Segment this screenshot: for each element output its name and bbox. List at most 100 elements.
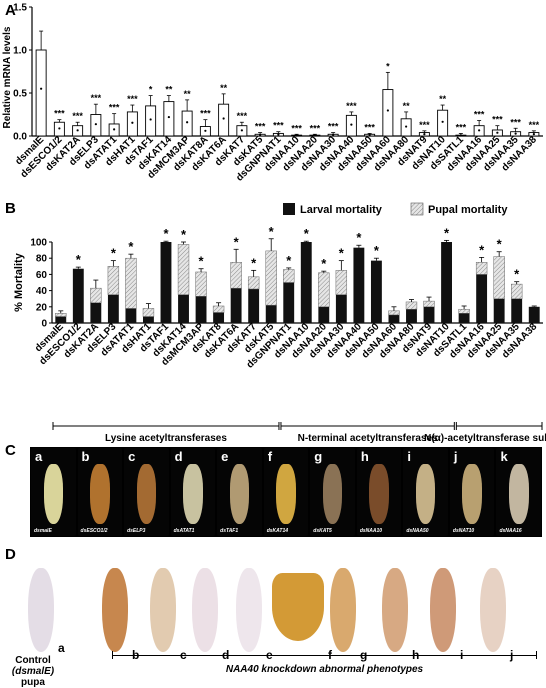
- legend-label-pupal: Pupal mortality: [428, 204, 508, 216]
- pupal-bar-dsnaa35: [511, 283, 523, 299]
- photo-letter: g: [314, 449, 323, 464]
- larval-bar-dsnaa40: [353, 247, 365, 323]
- bar-dstaf1: [145, 105, 157, 137]
- group-label-n-terminal-acetyltransferases: N-terminal acetyltransferases: [298, 433, 439, 444]
- larva-photo-f: f dsKAT14: [263, 448, 309, 536]
- data-dot-dsnaa60: [386, 109, 389, 112]
- pupa-photo-i: [430, 568, 456, 652]
- photo-letter: e: [221, 449, 229, 464]
- larval-bar-dsnat10: [441, 242, 452, 323]
- larval-bar-dsnaa60: [388, 314, 400, 323]
- significance-dsnaa16: ***: [474, 110, 485, 120]
- larval-bar-dselp3: [107, 294, 119, 323]
- significance-dsnaa38: ***: [529, 120, 540, 130]
- larva-photo-h: h dsNAA10: [356, 448, 402, 536]
- larval-bar-dskat8: [213, 312, 225, 323]
- y-tick-label: 40: [36, 286, 48, 297]
- pupal-bar-dsgnpnat1: [283, 269, 295, 283]
- data-dot-dskat8a: [204, 129, 207, 132]
- significance-dsnaa16: *: [479, 242, 485, 257]
- significance-dsnaa50: ***: [364, 122, 375, 132]
- pupa-photo-a: [28, 568, 54, 652]
- photo-caption: dsmalE: [34, 528, 52, 534]
- significance-dsnaa35: ***: [510, 117, 521, 127]
- data-dot-dskat14: [167, 115, 170, 119]
- data-dot-dsnaa16: [478, 129, 481, 132]
- larval-bar-dssatl1: [458, 313, 470, 323]
- photo-caption: dsKAT14: [266, 528, 289, 534]
- pupa-photo-b: [102, 568, 128, 652]
- significance-dsnaa10: *: [304, 226, 310, 241]
- data-dot-dsnaa35: [514, 132, 517, 135]
- larval-bar-dsesco1-2: [72, 268, 84, 323]
- significance-dsnaa30: ***: [328, 122, 339, 132]
- legend-swatch-larval: [283, 203, 295, 215]
- larva-photo-d: d dsATAT1: [170, 448, 216, 536]
- data-dot-dsmcm3ap: [186, 121, 189, 124]
- significance-dsgnpnat1: ***: [273, 121, 284, 131]
- control-caption-line-2: (dsmalE): [11, 666, 55, 677]
- photo-caption: dsKAT5: [313, 528, 332, 534]
- pupal-bar-dskat2a: [90, 287, 102, 303]
- pupa-photo-d: [192, 568, 218, 652]
- larval-bar-dskat7: [248, 288, 260, 323]
- pupal-bar-dsnaa16: [475, 262, 488, 275]
- photo-letter: d: [174, 449, 183, 464]
- data-dot-dsnat10: [441, 120, 444, 123]
- significance-dsnat9: ***: [419, 120, 430, 130]
- significance-dsnaa50: *: [374, 243, 380, 258]
- data-dot-dstaf1: [149, 118, 152, 121]
- significance-dskat6a: **: [220, 83, 228, 93]
- naa40-bracket-left-tick: [112, 651, 113, 659]
- significance-dsnaa40: ***: [346, 101, 357, 111]
- control-caption-line-1: Control: [15, 655, 51, 666]
- significance-dskat2a: ***: [72, 111, 83, 121]
- y-tick-label: 80: [36, 254, 48, 265]
- larval-bar-dsnaa80: [406, 309, 417, 323]
- significance-dsnaa20: ***: [310, 123, 321, 133]
- data-dot-dshat1: [131, 121, 134, 124]
- control-caption-line-3: pupa: [21, 677, 45, 688]
- significance-dskat7: *: [251, 255, 257, 270]
- data-dot-dsnaa25: [496, 131, 499, 134]
- larva-body: [415, 464, 436, 524]
- significance-dsesco1-2: *: [76, 252, 82, 267]
- data-dot-dselp3: [94, 123, 97, 126]
- photo-letter: c: [128, 449, 136, 464]
- pupal-bar-dsnat9: [423, 300, 435, 308]
- photo-caption: dsESCO1/2: [80, 528, 108, 534]
- significance-dskat8a: ***: [200, 109, 211, 119]
- pupal-bar-dshat1: [142, 308, 155, 317]
- larva-body: [369, 464, 389, 524]
- larva-body: [322, 464, 343, 524]
- significance-dskat5: *: [269, 224, 275, 239]
- larva-photo-k: k dsNAA16: [496, 448, 541, 536]
- larva-body: [136, 464, 157, 524]
- larva-photo-b: b dsESCO1/2: [77, 448, 123, 536]
- significance-dsgnpnat1: *: [286, 253, 292, 268]
- larva-photo-i: i dsNAA50: [403, 448, 448, 536]
- photo-caption: dsNAT10: [452, 528, 475, 534]
- group-label-lysine-acetyltransferases: Lysine acetyltransferases: [105, 433, 227, 444]
- bar-dskat14: [163, 101, 175, 137]
- larval-bar-dsnaa25: [493, 298, 505, 323]
- larval-bar-dsnaa20: [318, 306, 330, 323]
- y-tick-label: 1.0: [13, 46, 27, 57]
- photo-letter: b: [81, 449, 90, 464]
- significance-dsnaa80: **: [403, 101, 411, 111]
- panel-b-label: B: [5, 200, 16, 217]
- larval-bar-dsnaa50: [370, 260, 382, 323]
- larva-body: [229, 464, 250, 524]
- larval-bar-dsnaa16: [476, 274, 488, 323]
- significance-dstaf1: *: [149, 85, 153, 95]
- naa40-bracket: [112, 655, 537, 656]
- legend-label-larval: Larval mortality: [300, 204, 383, 216]
- y-axis-title: % Mortality: [13, 252, 25, 312]
- significance-dsmcm3ap: **: [184, 89, 192, 99]
- data-dot-dsnaa38: [532, 133, 535, 136]
- pupal-bar-dskat7: [247, 276, 260, 290]
- larval-bar-dsnaa30: [335, 294, 347, 323]
- larval-bar-dskat2a: [90, 302, 102, 323]
